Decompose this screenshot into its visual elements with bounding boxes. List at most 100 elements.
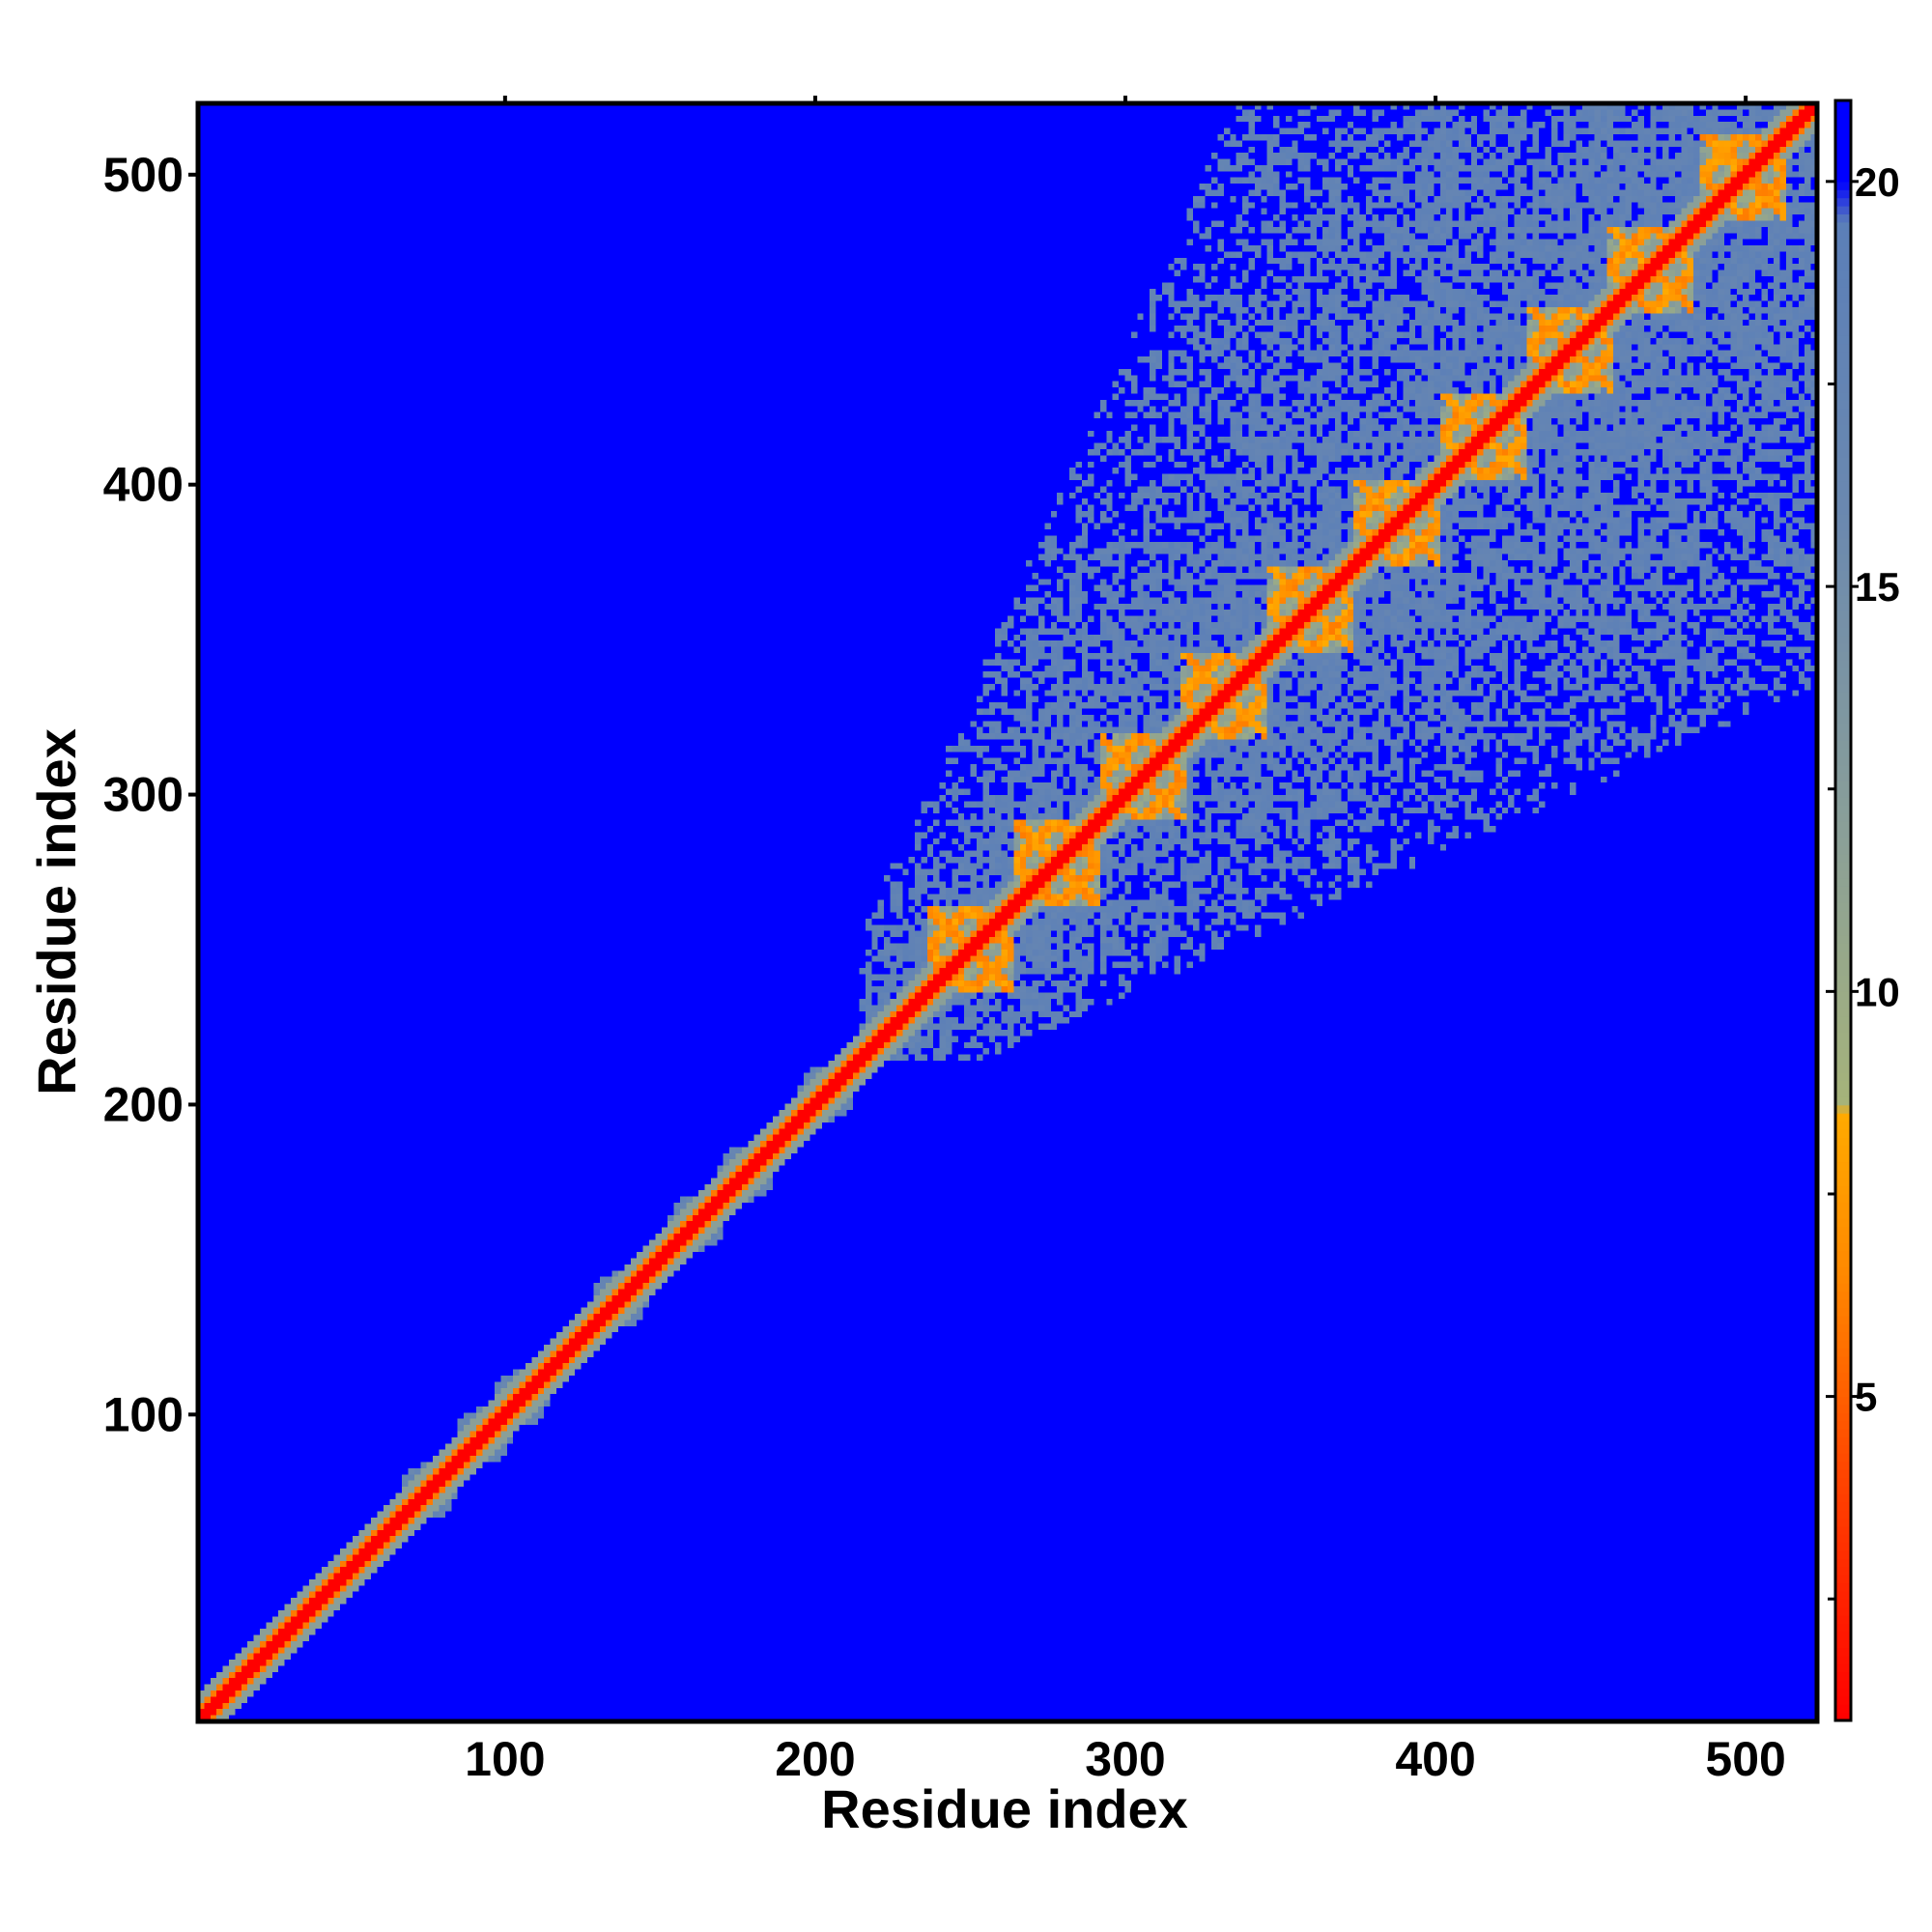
colorbar-segment xyxy=(1835,1501,1851,1511)
colorbar-segment xyxy=(1835,829,1851,838)
colorbar-segment xyxy=(1835,529,1851,539)
colorbar-segment xyxy=(1835,764,1851,774)
colorbar-segment xyxy=(1835,756,1851,766)
colorbar-segment xyxy=(1835,311,1851,320)
colorbar-segment xyxy=(1835,1485,1851,1494)
colorbar-segment xyxy=(1835,1137,1851,1147)
colorbar-segment xyxy=(1835,1056,1851,1065)
colorbar-segment xyxy=(1835,732,1851,742)
colorbar-segment xyxy=(1835,683,1851,693)
x-axis: 100 200 300 400 500 xyxy=(465,96,1786,1786)
colorbar-segment xyxy=(1835,967,1851,977)
colorbar-segment xyxy=(1835,245,1851,255)
colorbar-segment xyxy=(1835,1599,1851,1608)
x-tick-label: 400 xyxy=(1395,1732,1475,1786)
x-axis-title: Residue index xyxy=(821,1778,1188,1839)
colorbar-segment xyxy=(1835,1128,1851,1138)
colorbar-segment xyxy=(1835,910,1851,920)
colorbar-segment xyxy=(1835,1444,1851,1454)
colorbar-segment xyxy=(1835,1153,1851,1163)
colorbar-segment xyxy=(1835,1355,1851,1365)
colorbar-segment xyxy=(1835,1704,1851,1714)
colorbar-segment xyxy=(1835,1323,1851,1333)
colorbar-segment xyxy=(1835,1088,1851,1097)
y-tick-label: 100 xyxy=(103,1387,184,1441)
colorbar-segment xyxy=(1835,1614,1851,1624)
colorbar-segment xyxy=(1835,651,1851,661)
colorbar-tick-label: 15 xyxy=(1855,564,1900,610)
colorbar-segment xyxy=(1835,1631,1851,1640)
heatmap-image xyxy=(198,103,1817,1721)
colorbar-segment xyxy=(1835,108,1851,118)
colorbar-segment xyxy=(1835,1477,1851,1487)
colorbar-segment xyxy=(1835,1161,1851,1171)
colorbar-segment xyxy=(1835,100,1851,109)
colorbar-segment xyxy=(1835,1518,1851,1527)
colorbar-segment xyxy=(1835,1404,1851,1413)
colorbar-segment xyxy=(1835,716,1851,725)
colorbar-segment xyxy=(1835,505,1851,515)
colorbar: 5 10 15 20 xyxy=(1826,99,1900,1722)
colorbar-segment xyxy=(1835,951,1851,960)
colorbar-segment xyxy=(1835,537,1851,547)
colorbar-segment xyxy=(1835,465,1851,474)
y-tick-label: 200 xyxy=(103,1077,184,1131)
colorbar-segment xyxy=(1835,1307,1851,1317)
colorbar-segment xyxy=(1835,578,1851,587)
colorbar-segment xyxy=(1835,659,1851,668)
colorbar-segment xyxy=(1835,1695,1851,1705)
colorbar-segment xyxy=(1835,1453,1851,1463)
colorbar-segment xyxy=(1835,1250,1851,1260)
colorbar-segment xyxy=(1835,1315,1851,1324)
colorbar-segment xyxy=(1835,489,1851,498)
colorbar-segment xyxy=(1835,1298,1851,1308)
colorbar-segment xyxy=(1835,554,1851,563)
colorbar-segment xyxy=(1835,1048,1851,1058)
colorbar-segment xyxy=(1835,561,1851,571)
colorbar-segment xyxy=(1835,869,1851,879)
colorbar-segment xyxy=(1835,424,1851,434)
colorbar-segment xyxy=(1835,408,1851,417)
colorbar-segment xyxy=(1835,1461,1851,1470)
colorbar-segment xyxy=(1835,667,1851,676)
colorbar-segment xyxy=(1835,132,1851,142)
colorbar-segment xyxy=(1835,1623,1851,1633)
colorbar-segment xyxy=(1835,991,1851,1001)
colorbar-segment xyxy=(1835,1364,1851,1374)
colorbar-segment xyxy=(1835,926,1851,936)
colorbar-segment xyxy=(1835,894,1851,903)
colorbar-segment xyxy=(1835,1080,1851,1090)
colorbar-segment xyxy=(1835,278,1851,288)
colorbar-segment xyxy=(1835,1104,1851,1114)
colorbar-segment xyxy=(1835,156,1851,166)
colorbar-segment xyxy=(1835,918,1851,927)
colorbar-segment xyxy=(1835,1218,1851,1228)
colorbar-segment xyxy=(1835,1647,1851,1657)
colorbar-segment xyxy=(1835,1606,1851,1616)
colorbar-segment xyxy=(1835,1259,1851,1268)
colorbar-segment xyxy=(1835,1266,1851,1276)
colorbar-segment xyxy=(1835,230,1851,240)
colorbar-segment xyxy=(1835,1372,1851,1381)
colorbar-segment xyxy=(1835,1008,1851,1017)
colorbar-segment xyxy=(1835,546,1851,555)
colorbar-segment xyxy=(1835,1379,1851,1389)
colorbar-segment xyxy=(1835,472,1851,482)
colorbar-segment xyxy=(1835,853,1851,863)
colorbar-segment xyxy=(1835,343,1851,353)
colorbar-segment xyxy=(1835,1663,1851,1673)
colorbar-segment xyxy=(1835,1185,1851,1195)
colorbar-segment xyxy=(1835,934,1851,944)
colorbar-segment xyxy=(1835,400,1851,410)
colorbar-segment xyxy=(1835,797,1851,807)
colorbar-segment xyxy=(1835,1671,1851,1681)
colorbar-segment xyxy=(1835,238,1851,247)
colorbar-segment xyxy=(1835,1525,1851,1535)
colorbar-segment xyxy=(1835,1291,1851,1300)
colorbar-segment xyxy=(1835,1558,1851,1568)
x-tick-label: 300 xyxy=(1085,1732,1165,1786)
colorbar-segment xyxy=(1835,1169,1851,1179)
colorbar-segment xyxy=(1835,173,1851,183)
colorbar-segment xyxy=(1835,707,1851,717)
